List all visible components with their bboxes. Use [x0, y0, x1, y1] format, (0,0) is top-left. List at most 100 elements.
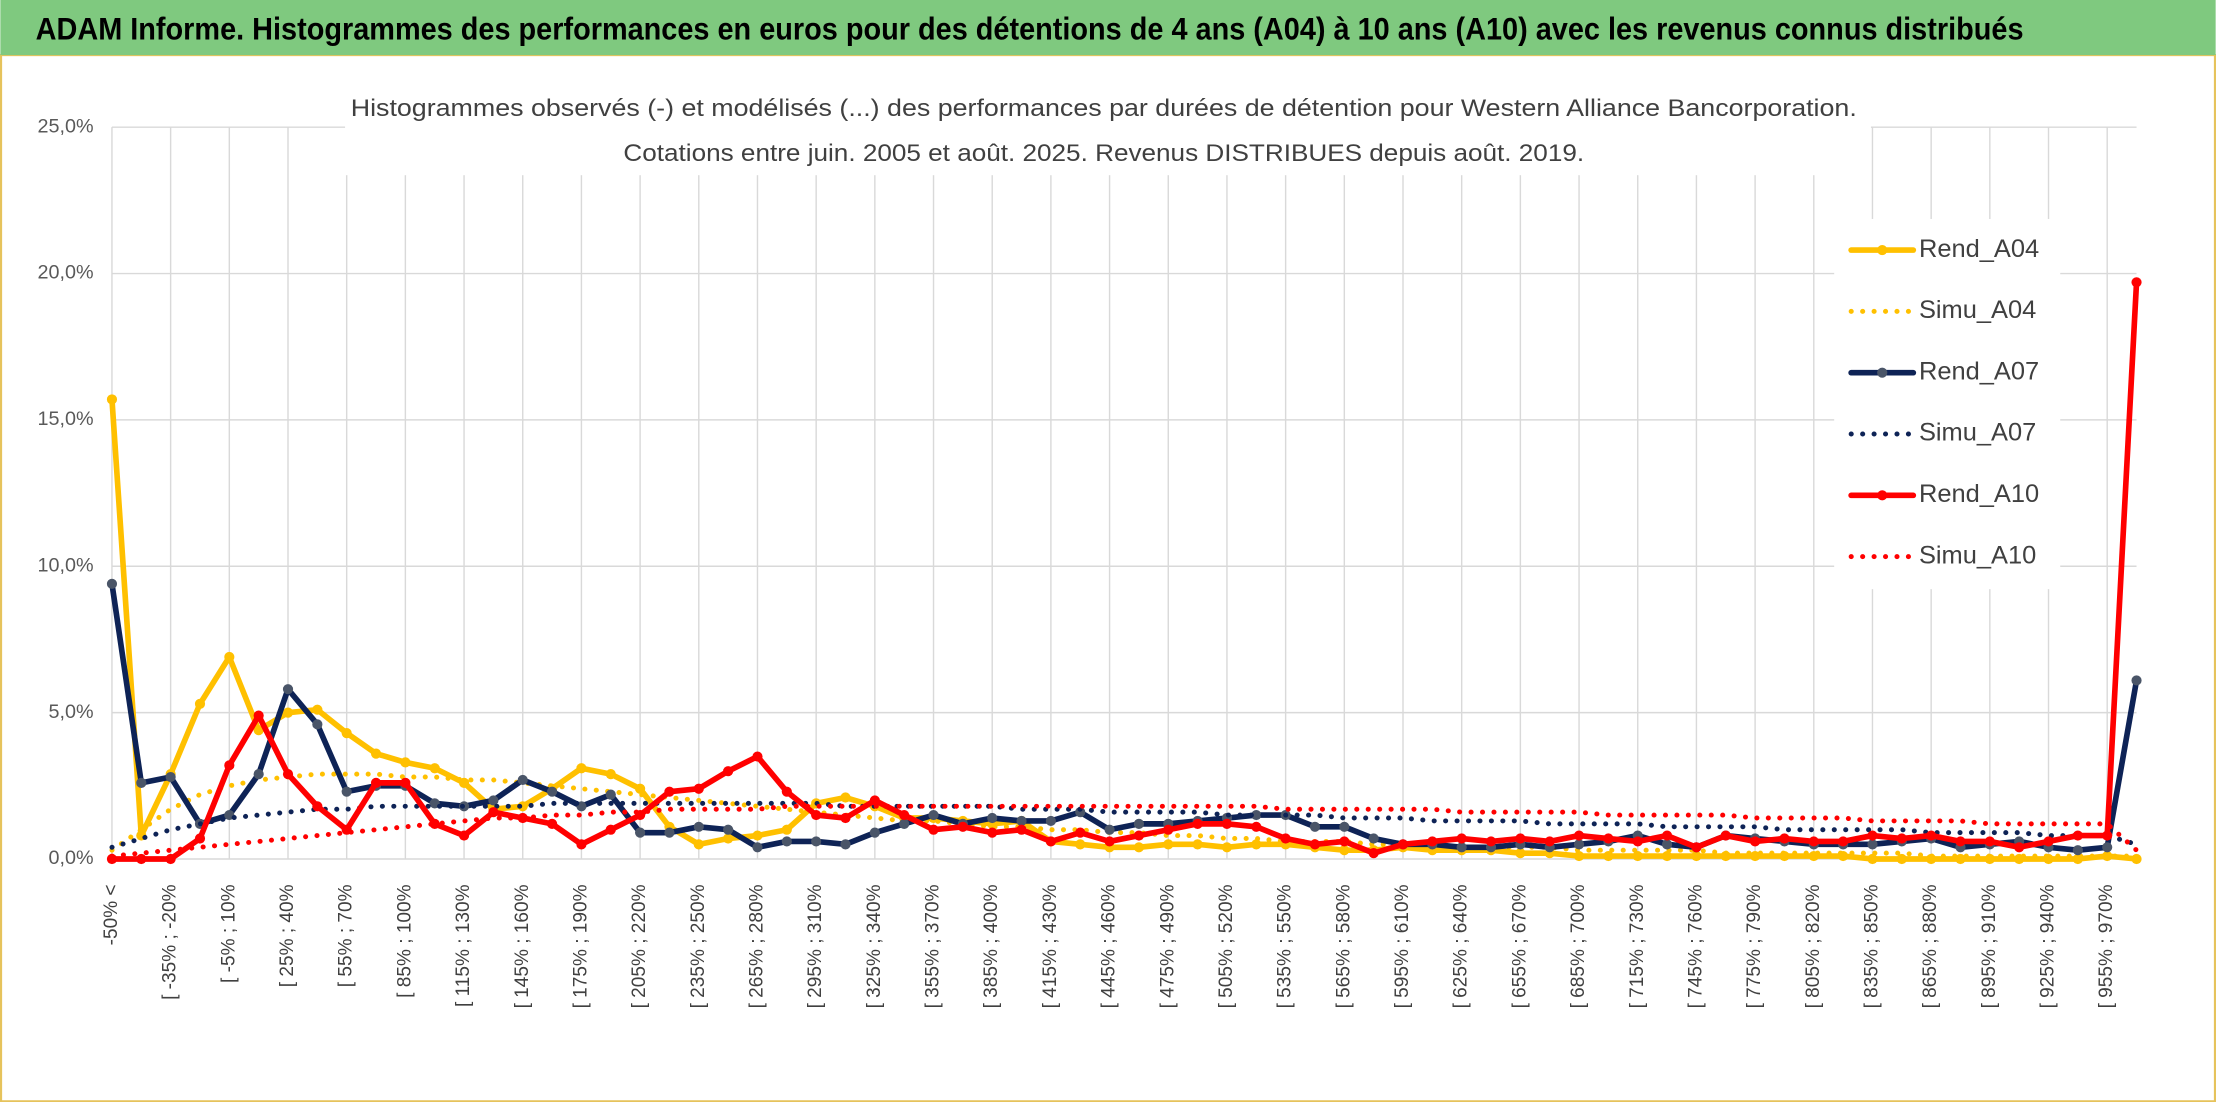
data-point: [1368, 848, 1379, 859]
legend-label: Simu_A04: [1919, 296, 2036, 324]
y-tick-label: 15,0%: [38, 408, 94, 430]
data-point: [1485, 836, 1497, 847]
data-point: [253, 725, 264, 736]
x-tick-label: [ 925% ; 940%: [2038, 884, 2059, 1008]
data-point: [811, 809, 822, 821]
data-point: [312, 704, 323, 715]
x-tick-label: [ 235% ; 250%: [688, 884, 709, 1008]
data-point: [1867, 830, 1878, 841]
data-point: [194, 833, 206, 844]
data-point: [1192, 839, 1203, 850]
data-point: [517, 774, 528, 786]
data-point: [781, 836, 792, 847]
x-tick-label: [ 355% ; 370%: [923, 884, 944, 1008]
y-tick-label: 0,0%: [49, 847, 94, 869]
data-point: [1603, 833, 1614, 844]
data-point: [1133, 842, 1145, 853]
legend: Rend_A04 Simu_A04 Rend_A07 Simu_A07 Rend_A10…: [1834, 218, 2061, 590]
header-title: ADAM Informe. Histogrammes des performan…: [36, 12, 2024, 47]
data-point: [752, 842, 763, 853]
data-point: [1515, 833, 1526, 844]
data-point: [987, 827, 998, 838]
data-point: [1573, 850, 1585, 862]
data-point: [1075, 827, 1086, 838]
x-tick-label: [ 535% ; 550%: [1275, 884, 1296, 1008]
data-point: [752, 830, 763, 841]
data-point: [1163, 839, 1174, 850]
x-tick-label: [ 805% ; 820%: [1803, 884, 1824, 1008]
data-point: [341, 786, 352, 797]
data-point: [1544, 836, 1555, 847]
data-point: [605, 769, 616, 780]
data-point: [1280, 833, 1291, 844]
data-point: [1309, 839, 1321, 850]
x-tick-label: [ 775% ; 790%: [1744, 884, 1765, 1008]
data-point: [899, 818, 910, 829]
legend-marker: [1877, 244, 1888, 256]
title-background: [345, 84, 1871, 176]
data-point: [869, 795, 880, 806]
data-point: [1133, 830, 1145, 841]
data-point: [1397, 839, 1409, 850]
data-point: [1632, 836, 1643, 847]
x-tick-label: [ 175% ; 190%: [570, 884, 591, 1008]
data-point: [1427, 836, 1438, 847]
data-point: [106, 394, 118, 405]
data-point: [840, 812, 851, 824]
data-point: [1926, 830, 1937, 841]
data-point: [2102, 830, 2113, 841]
data-point: [664, 827, 675, 838]
data-point: [1955, 853, 1966, 865]
data-point: [2131, 277, 2142, 288]
data-point: [136, 777, 147, 788]
data-point: [723, 824, 734, 835]
x-tick-label: [ 625% ; 640%: [1451, 884, 1472, 1008]
data-point: [1955, 836, 1966, 847]
data-point: [312, 719, 323, 730]
data-point: [605, 824, 616, 835]
data-point: [869, 827, 880, 838]
x-tick-label: [ 835% ; 850%: [1861, 884, 1882, 1008]
x-tick-label: [ 55% ; 70%: [336, 884, 357, 987]
x-tick-label: [ 655% ; 670%: [1509, 884, 1530, 1008]
y-tick-label: 20,0%: [38, 262, 94, 284]
x-tick-label: [ 265% ; 280%: [747, 884, 768, 1008]
data-point: [1750, 836, 1761, 847]
data-point: [1251, 809, 1262, 821]
data-point: [840, 839, 851, 850]
observed-line: [109, 279, 2140, 862]
data-point: [1573, 839, 1585, 850]
data-point: [1632, 850, 1643, 862]
data-point: [370, 777, 382, 788]
data-point: [1720, 830, 1731, 841]
x-tick-label: [ 325% ; 340%: [864, 884, 885, 1008]
x-tick-label: [ 145% ; 160%: [512, 884, 533, 1008]
data-point: [1661, 839, 1673, 850]
chart-title: Histogrammes observés (-) et modélisés (…: [351, 95, 1857, 122]
legend-background: [1834, 218, 2061, 590]
data-point: [194, 698, 206, 709]
data-point: [1691, 850, 1702, 862]
x-tick-label: [ 85% ; 100%: [394, 884, 415, 997]
simulated-line: [109, 771, 2140, 859]
data-point: [106, 578, 118, 589]
x-tick-label: [ 25% ; 40%: [277, 884, 298, 987]
data-point: [253, 710, 264, 721]
data-point: [1661, 850, 1673, 862]
x-tick-label: [ 715% ; 730%: [1627, 884, 1648, 1008]
x-tick-label: [ 415% ; 430%: [1040, 884, 1061, 1008]
x-tick-label: [ 565% ; 580%: [1333, 884, 1354, 1008]
legend-label: Rend_A10: [1919, 480, 2039, 508]
legend-label: Rend_A04: [1919, 235, 2039, 263]
data-point: [1045, 815, 1056, 827]
data-point: [282, 684, 294, 695]
data-point: [811, 836, 822, 847]
x-tick-label: [ 385% ; 400%: [981, 884, 1002, 1008]
data-point: [1339, 821, 1350, 832]
x-tick-label: [ -35% ; -20%: [160, 884, 181, 1000]
data-point: [840, 792, 851, 803]
data-point: [781, 786, 792, 797]
x-tick-label: [ 895% ; 910%: [1979, 884, 2000, 1008]
data-point: [1192, 818, 1203, 829]
legend-label: Rend_A07: [1919, 357, 2039, 385]
